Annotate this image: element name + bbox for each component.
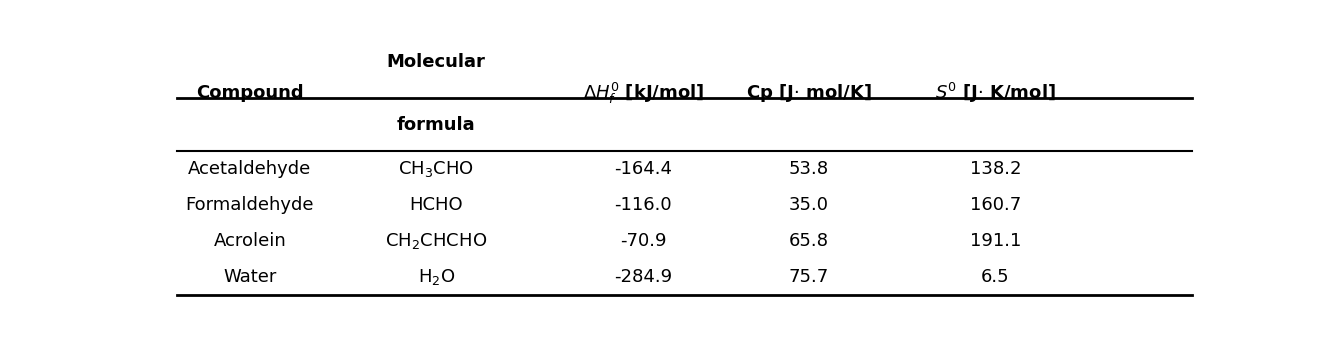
Text: Acetaldehyde: Acetaldehyde bbox=[188, 160, 311, 178]
Text: 138.2: 138.2 bbox=[970, 160, 1021, 178]
Text: Formaldehyde: Formaldehyde bbox=[186, 196, 314, 214]
Text: Acrolein: Acrolein bbox=[214, 232, 286, 250]
Text: 35.0: 35.0 bbox=[790, 196, 828, 214]
Text: CH$_2$CHCHO: CH$_2$CHCHO bbox=[385, 231, 488, 251]
Text: 160.7: 160.7 bbox=[970, 196, 1021, 214]
Text: HCHO: HCHO bbox=[409, 196, 464, 214]
Text: 65.8: 65.8 bbox=[790, 232, 828, 250]
Text: $S^0$ [J$\cdot$ K/mol]: $S^0$ [J$\cdot$ K/mol] bbox=[935, 81, 1055, 105]
Text: Cp [J$\cdot$ mol/K]: Cp [J$\cdot$ mol/K] bbox=[745, 82, 872, 104]
Text: CH$_3$CHO: CH$_3$CHO bbox=[398, 159, 474, 179]
Text: -116.0: -116.0 bbox=[615, 196, 672, 214]
Text: formula: formula bbox=[397, 116, 476, 134]
Text: 75.7: 75.7 bbox=[788, 268, 830, 286]
Text: Compound: Compound bbox=[196, 84, 303, 102]
Text: $\Delta H_f^0$ [kJ/mol]: $\Delta H_f^0$ [kJ/mol] bbox=[582, 81, 704, 106]
Text: H$_2$O: H$_2$O bbox=[418, 267, 454, 287]
Text: Molecular: Molecular bbox=[386, 53, 486, 71]
Text: 53.8: 53.8 bbox=[788, 160, 830, 178]
Text: -284.9: -284.9 bbox=[615, 268, 672, 286]
Text: Water: Water bbox=[223, 268, 277, 286]
Text: -70.9: -70.9 bbox=[620, 232, 667, 250]
Text: -164.4: -164.4 bbox=[615, 160, 672, 178]
Text: 191.1: 191.1 bbox=[970, 232, 1021, 250]
Text: 6.5: 6.5 bbox=[981, 268, 1010, 286]
